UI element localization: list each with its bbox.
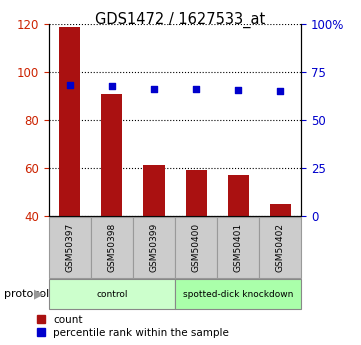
Bar — [270, 204, 291, 216]
Bar — [228, 175, 249, 216]
Text: GSM50397: GSM50397 — [65, 223, 74, 272]
Text: control: control — [96, 289, 128, 299]
Point — [109, 83, 115, 89]
Point — [278, 88, 283, 94]
Text: GSM50398: GSM50398 — [108, 223, 116, 272]
Text: GSM50402: GSM50402 — [276, 223, 285, 272]
Bar — [49, 217, 91, 278]
Bar — [101, 93, 122, 216]
Bar — [175, 217, 217, 278]
Legend: count, percentile rank within the sample: count, percentile rank within the sample — [38, 315, 229, 338]
Text: spotted-dick knockdown: spotted-dick knockdown — [183, 289, 293, 299]
Point — [67, 82, 73, 88]
Text: ▶: ▶ — [34, 288, 43, 300]
Point — [193, 86, 199, 91]
Bar — [133, 217, 175, 278]
Bar — [91, 217, 133, 278]
Bar — [59, 27, 80, 216]
Bar — [49, 279, 175, 309]
Bar — [186, 170, 206, 216]
Point — [151, 86, 157, 91]
Text: GSM50400: GSM50400 — [192, 223, 201, 272]
Text: protocol: protocol — [4, 289, 49, 299]
Bar — [217, 217, 259, 278]
Bar — [144, 165, 165, 216]
Point — [235, 87, 241, 93]
Text: GDS1472 / 1627533_at: GDS1472 / 1627533_at — [95, 11, 266, 28]
Text: GSM50399: GSM50399 — [149, 223, 158, 272]
Text: GSM50401: GSM50401 — [234, 223, 243, 272]
Bar — [259, 217, 301, 278]
Bar — [175, 279, 301, 309]
